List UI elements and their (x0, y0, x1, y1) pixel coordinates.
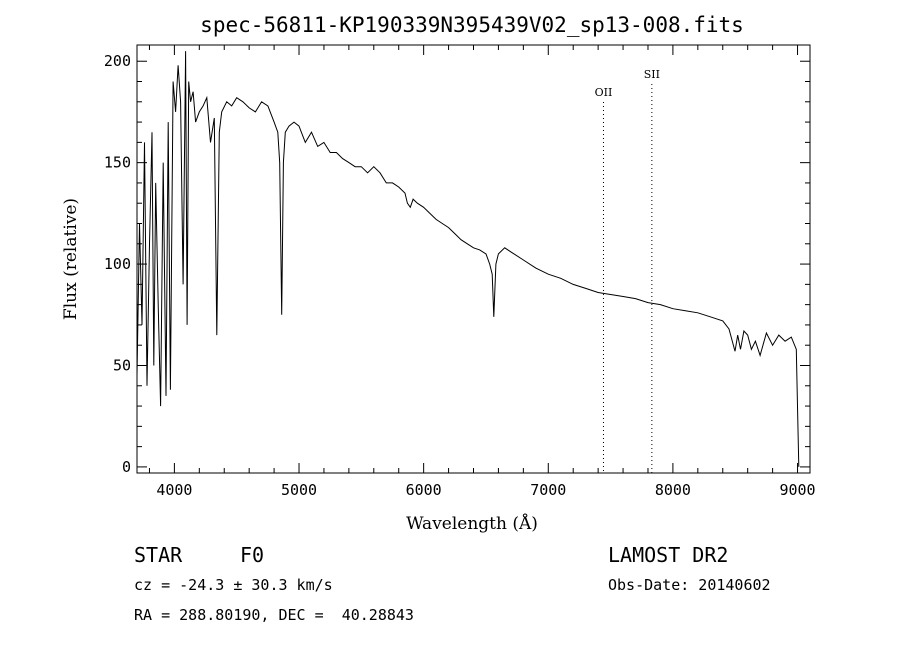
annotation-label: SII (644, 68, 660, 81)
x-tick-label: 4000 (156, 481, 192, 499)
redshift-text: cz = -24.3 ± 30.3 km/s (134, 576, 333, 594)
line-annotations: OII SII (595, 68, 660, 473)
y-tick-label: 100 (104, 255, 131, 273)
y-tick-label: 0 (122, 458, 131, 476)
spectrum-line (136, 51, 800, 467)
y-tick-label: 150 (104, 154, 131, 172)
chart-title: spec-56811-KP190339N395439V02_sp13-008.f… (200, 13, 744, 37)
y-tick-label: 200 (104, 52, 131, 70)
x-axis-label: Wavelength (Å) (406, 513, 538, 534)
coordinates-text: RA = 288.80190, DEC = 40.28843 (134, 606, 414, 624)
subclass: F0 (240, 543, 265, 567)
x-tick-label: 5000 (281, 481, 317, 499)
survey-name: LAMOST DR2 (608, 543, 729, 567)
x-tick-label: 7000 (530, 481, 566, 499)
x-tick-label: 6000 (406, 481, 442, 499)
x-tick-label: 9000 (779, 481, 815, 499)
annotation-label: OII (595, 86, 613, 99)
axis-ticks: 4000 5000 6000 7000 8000 9000 0 50 100 150 200 (104, 45, 816, 499)
y-tick-label: 50 (113, 356, 131, 374)
x-tick-label: 8000 (655, 481, 691, 499)
object-class: STAR (134, 543, 183, 567)
obs-date: Obs-Date: 20140602 (608, 576, 771, 594)
plot-frame (136, 44, 811, 474)
y-axis-label: Flux (relative) (61, 198, 81, 320)
